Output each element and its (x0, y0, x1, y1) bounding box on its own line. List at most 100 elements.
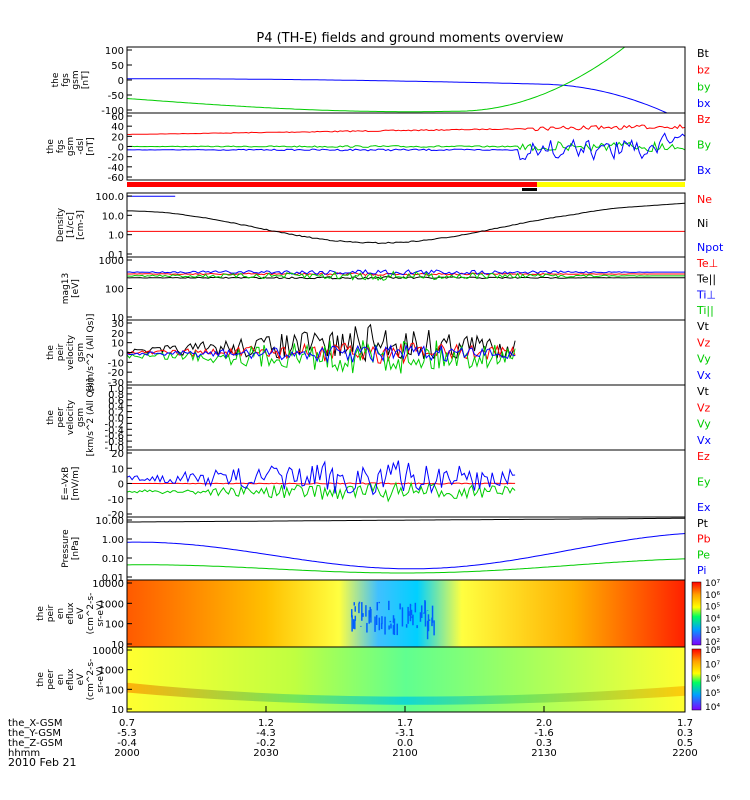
x-row-value: 2000 (114, 748, 139, 759)
colorbar (691, 581, 702, 646)
x-row-label: the_Y-GSM (8, 728, 61, 739)
panel-pressure: 10.00 1.00 0.10 0.01 Pressure [nPa] Pt Pb Pe Pi (61, 516, 711, 584)
spectro-streak (378, 617, 381, 631)
y-axis-label-line: the (46, 139, 56, 154)
spectro-streak (388, 625, 390, 630)
x-row-value: 1.7 (397, 718, 413, 729)
y-tick-label: 0.10 (102, 554, 124, 565)
spectro-streak (375, 615, 378, 625)
y-tick-label: 100 (105, 620, 124, 631)
y-axis-label-line: the (36, 606, 46, 621)
spectro-streak (376, 602, 379, 611)
x-row-value: -0.2 (256, 738, 276, 749)
legend-entry: Bx (697, 164, 712, 177)
x-row-value: 2030 (253, 748, 278, 759)
line-vy (127, 340, 516, 374)
y-tick-label: 100 (105, 285, 124, 296)
y-axis-label-line: eflux (66, 668, 76, 691)
spectro-streak (426, 620, 429, 640)
legend-entry: Ex (697, 501, 711, 514)
x-row-value: 0.7 (119, 718, 135, 729)
y-tick-label: 100.0 (95, 192, 124, 203)
y-axis-label: the peir velocity gsm [km/s^2 (All Qs)] (46, 314, 96, 392)
spectro-streak (422, 612, 425, 614)
y-axis-label: Density [1/cc] [cm-3] (56, 207, 86, 242)
y-axis-label-line: the (51, 72, 61, 87)
line-by (127, 140, 685, 153)
colorbar-tick-label: 10⁴ (705, 614, 720, 624)
y-axis-label: the peer en eflux eV (cm^2-s-sr-eV) (36, 659, 106, 701)
legend-entry: Ni (697, 217, 708, 230)
y-tick-label: -20 (108, 510, 124, 521)
y-tick-label: 0.0 (108, 414, 124, 425)
spectro-streak (358, 601, 361, 604)
spectro-streak (390, 623, 392, 629)
x-row-value: -5.3 (117, 728, 137, 739)
colorbar-tick-label: 10⁸ (705, 646, 720, 656)
y-tick-label: -10 (108, 495, 124, 506)
x-row-label: the_X-GSM (8, 718, 62, 729)
y-axis-label-line: gsm (76, 343, 86, 362)
spectro-streak (433, 620, 435, 636)
y-axis-label-line: en (56, 608, 66, 619)
y-axis-label-line: (cm^2-s- (86, 659, 96, 701)
legend-entry: Bz (697, 113, 711, 126)
x-row-value: -3.1 (395, 728, 415, 739)
y-axis-label-line: peir (46, 604, 56, 622)
spectro-streak (358, 603, 360, 614)
y-tick-label: 10000 (92, 646, 124, 657)
y-tick-label: -0.8 (104, 437, 124, 448)
line-by (127, 47, 626, 113)
spectro-streak (388, 600, 390, 611)
legend-entry: Vx (697, 369, 712, 382)
spectro-streak (366, 622, 368, 633)
colorbar-tick-label: 10² (705, 638, 720, 648)
y-tick-label: 1000 (99, 256, 124, 267)
y-tick-label: 10 (111, 464, 124, 475)
panel-density: 100.0 10.0 1.0 0.1 Density [1/cc] [cm-3] Ne Ni Np… (56, 192, 724, 261)
legend-entry: Te|| (696, 273, 716, 286)
colorbar (691, 648, 702, 711)
x-row-value: 2200 (672, 748, 697, 759)
y-axis-label-line: gsm (66, 137, 76, 156)
x-row-value: 2100 (392, 748, 417, 759)
line-vx (127, 344, 516, 364)
y-axis-label-line: (cm^2-s- (86, 593, 96, 635)
colorbar-tick-label: 10⁵ (705, 603, 720, 613)
spectro-streak (392, 615, 395, 623)
y-tick-label: 10.00 (95, 516, 124, 527)
spectro-streak (419, 612, 422, 622)
y-tick-label: -50 (108, 91, 124, 102)
y-tick-label: 1000 (99, 666, 124, 677)
spectro-streak (414, 602, 417, 613)
legend-entry: Pt (697, 517, 709, 530)
spectro-streak (353, 602, 356, 606)
line-ex (127, 460, 516, 496)
y-tick-label: -30 (108, 378, 124, 389)
spectro-streak (384, 616, 386, 635)
y-tick-label: 10 (111, 313, 124, 324)
y-tick-label: 0.8 (108, 390, 124, 401)
line-pt (127, 517, 685, 523)
y-tick-label: 10 (111, 339, 124, 350)
y-axis-label-line: eflux (66, 602, 76, 625)
colorbar-tick-label: 10⁶ (705, 675, 720, 685)
x-row-label: the_Z-GSM (8, 738, 63, 749)
y-tick-label: 0.4 (108, 402, 124, 413)
spectro-streak (416, 625, 418, 629)
y-tick-label: -20 (108, 153, 124, 164)
line-ni (127, 202, 685, 245)
spectro-streak (405, 624, 408, 628)
y-axis-label-line: Pressure (61, 529, 71, 568)
x-row-value: 1.7 (677, 718, 693, 729)
x-row-value: 0.0 (397, 738, 413, 749)
spectro-streak (424, 601, 426, 614)
y-tick-label: 20 (111, 329, 124, 340)
y-tick-label: 60 (111, 112, 124, 123)
y-axis-label-line: sr-eV) (96, 600, 106, 626)
y-tick-label: 1.0 (108, 384, 124, 395)
y-tick-label: 0 (118, 143, 124, 154)
y-tick-label: -10 (108, 358, 124, 369)
y-tick-label: 0.6 (108, 396, 124, 407)
